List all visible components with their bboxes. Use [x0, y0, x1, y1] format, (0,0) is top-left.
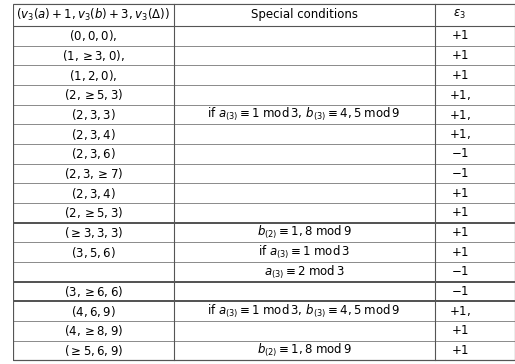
Text: $+1$: $+1$	[451, 226, 469, 239]
Text: $+1,$: $+1,$	[449, 127, 471, 141]
Text: $(2,3,\geq 7)$: $(2,3,\geq 7)$	[64, 166, 123, 181]
Text: if $a_{(3)}\equiv 1\;\mathrm{mod}\,3$: if $a_{(3)}\equiv 1\;\mathrm{mod}\,3$	[258, 244, 350, 261]
Text: $+1$: $+1$	[451, 49, 469, 62]
Text: $(2,3,3)$: $(2,3,3)$	[71, 107, 116, 122]
Text: $(2,\geq 5,3)$: $(2,\geq 5,3)$	[64, 87, 123, 103]
Text: Special conditions: Special conditions	[251, 8, 358, 21]
Text: $+1$: $+1$	[451, 324, 469, 337]
Text: $+1,$: $+1,$	[449, 108, 471, 122]
Text: $(1,2,0),$: $(1,2,0),$	[69, 68, 117, 83]
Text: $(v_3(a)+1, v_3(b)+3, v_3(\Delta))$: $(v_3(a)+1, v_3(b)+3, v_3(\Delta))$	[16, 7, 170, 23]
Text: $-1$: $-1$	[451, 285, 469, 298]
Text: $a_{(3)}\equiv 2\;\mathrm{mod}\,3$: $a_{(3)}\equiv 2\;\mathrm{mod}\,3$	[264, 263, 345, 281]
Text: $b_{(2)}\equiv 1,8\;\mathrm{mod}\,9$: $b_{(2)}\equiv 1,8\;\mathrm{mod}\,9$	[257, 342, 352, 359]
Text: $(3,5,6)$: $(3,5,6)$	[71, 245, 116, 260]
Text: $(2,3,4)$: $(2,3,4)$	[71, 186, 116, 201]
Bar	[13, 4, 515, 26]
Text: $(0,0,0),$: $(0,0,0),$	[69, 28, 117, 43]
Text: $-1$: $-1$	[451, 147, 469, 161]
Text: $-1$: $-1$	[451, 167, 469, 180]
Text: $b_{(2)}\equiv 1,8\;\mathrm{mod}\,9$: $b_{(2)}\equiv 1,8\;\mathrm{mod}\,9$	[257, 224, 352, 241]
Text: $(\geq 3,3,3)$: $(\geq 3,3,3)$	[64, 225, 123, 240]
Text: $(2,3,4)$: $(2,3,4)$	[71, 127, 116, 142]
Text: $+1$: $+1$	[451, 246, 469, 259]
Text: $(3,\geq 6,6)$: $(3,\geq 6,6)$	[64, 284, 123, 299]
Text: $+1$: $+1$	[451, 187, 469, 200]
Text: $+1$: $+1$	[451, 344, 469, 357]
Text: $(2,\geq 5,3)$: $(2,\geq 5,3)$	[64, 205, 123, 221]
Text: $-1$: $-1$	[451, 265, 469, 278]
Text: if $a_{(3)}\equiv 1\;\mathrm{mod}\,3,\, b_{(3)}\equiv 4,5\;\mathrm{mod}\,9$: if $a_{(3)}\equiv 1\;\mathrm{mod}\,3,\, …	[208, 106, 401, 123]
Text: $(\geq 5,6,9)$: $(\geq 5,6,9)$	[64, 343, 123, 358]
Text: if $a_{(3)}\equiv 1\;\mathrm{mod}\,3,\, b_{(3)}\equiv 4,5\;\mathrm{mod}\,9$: if $a_{(3)}\equiv 1\;\mathrm{mod}\,3,\, …	[208, 302, 401, 320]
Text: $(1,\geq 3,0),$: $(1,\geq 3,0),$	[62, 48, 125, 63]
Text: $(4,\geq 8,9)$: $(4,\geq 8,9)$	[64, 323, 123, 339]
Text: $(4,6,9)$: $(4,6,9)$	[71, 304, 116, 319]
Text: $(2,3,6)$: $(2,3,6)$	[71, 146, 116, 162]
Text: $\epsilon_3$: $\epsilon_3$	[453, 8, 466, 21]
Text: $+1,$: $+1,$	[449, 88, 471, 102]
Text: $+1$: $+1$	[451, 29, 469, 43]
Text: $+1,$: $+1,$	[449, 304, 471, 318]
Text: $+1$: $+1$	[451, 206, 469, 219]
Text: $+1$: $+1$	[451, 69, 469, 82]
